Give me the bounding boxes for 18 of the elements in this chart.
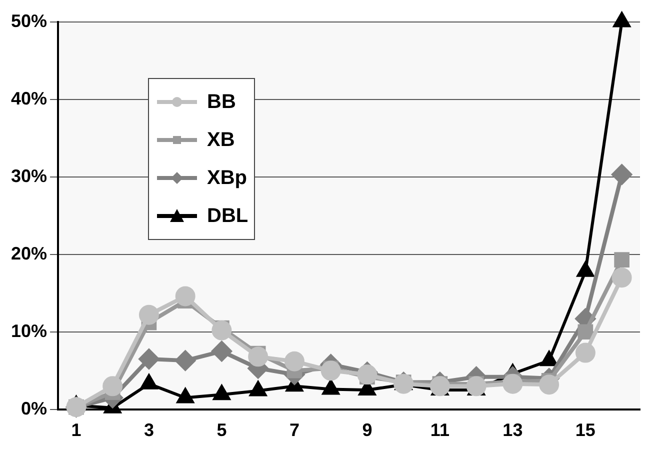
y-tick-label: 50% [10,10,48,31]
y-tick-label: 30% [10,166,48,186]
x-tick-label: 5 [216,420,227,440]
y-tick-label: 0% [21,398,48,418]
legend-label: XB [207,128,235,152]
x-tick-label: 15 [575,420,596,440]
y-tick-label: 10% [10,320,48,341]
y-tick-label: 40% [10,88,48,108]
x-tick-label: 13 [502,420,523,440]
y-tick-label: 20% [10,243,48,264]
x-tick-label: 3 [144,420,154,440]
legend-label: BB [207,90,236,114]
x-tick-label: 7 [289,420,300,440]
legend-label: XBp [207,166,247,190]
legend-label: DBL [207,204,248,228]
x-tick-label: 1 [71,420,82,440]
x-tick-label: 11 [430,420,450,440]
x-tick-label: 9 [362,420,372,440]
